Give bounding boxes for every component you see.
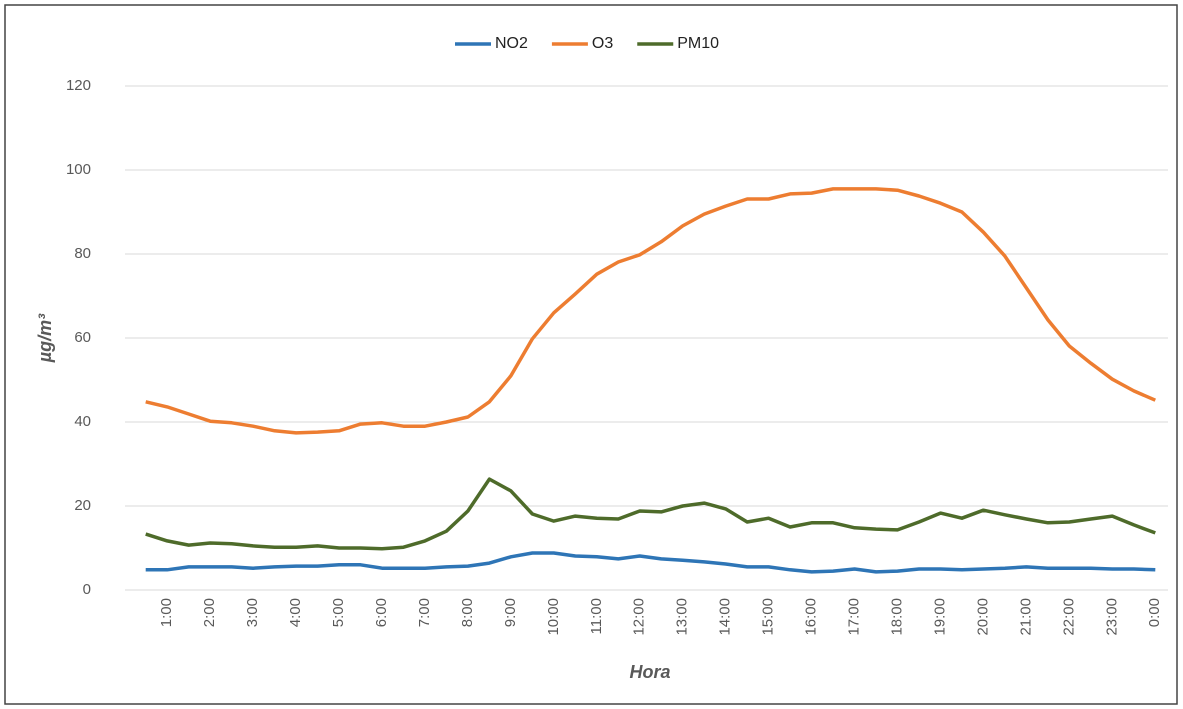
x-tick-label: 17:00 — [846, 598, 863, 636]
x-tick-label: 7:00 — [416, 598, 433, 627]
x-tick-label: 12:00 — [631, 598, 648, 636]
x-tick-label: 13:00 — [674, 598, 691, 636]
x-tick-label: 1:00 — [158, 598, 175, 627]
y-tick-label: 100 — [66, 161, 91, 178]
x-tick-label: 11:00 — [588, 598, 605, 634]
x-tick-label: 21:00 — [1017, 598, 1034, 636]
x-tick-label: 18:00 — [888, 598, 905, 636]
x-tick-label: 3:00 — [244, 598, 261, 627]
x-tick-label: 0:00 — [1146, 598, 1163, 627]
x-axis-label: Hora — [629, 662, 670, 682]
x-tick-label: 22:00 — [1060, 598, 1077, 636]
x-tick-label: 2:00 — [201, 598, 218, 627]
x-tick-label: 19:00 — [931, 598, 948, 636]
legend-label: PM10 — [677, 35, 719, 52]
x-tick-label: 4:00 — [287, 598, 304, 627]
y-tick-label: 0 — [83, 581, 91, 598]
series-line — [145, 551, 1156, 574]
x-tick-label: 5:00 — [330, 598, 347, 627]
x-tick-label: 14:00 — [717, 598, 734, 636]
x-tick-label: 10:00 — [545, 598, 562, 636]
y-tick-label: 80 — [74, 245, 91, 262]
x-tick-label: 6:00 — [373, 598, 390, 627]
y-tick-label: 120 — [66, 77, 91, 94]
x-tick-label: 23:00 — [1103, 598, 1120, 636]
x-tick-label: 20:00 — [974, 598, 991, 636]
y-tick-label: 60 — [74, 329, 91, 346]
y-tick-label: 40 — [74, 413, 91, 430]
legend-label: NO2 — [495, 35, 528, 52]
series-line — [145, 477, 1156, 551]
x-tick-label: 9:00 — [502, 598, 519, 627]
x-tick-label: 16:00 — [803, 598, 820, 636]
y-axis-label: µg/m³ — [35, 313, 55, 363]
legend-label: O3 — [592, 35, 613, 52]
x-tick-label: 15:00 — [760, 598, 777, 636]
y-tick-label: 20 — [74, 497, 91, 514]
chart-frame — [4, 4, 1178, 705]
x-tick-label: 8:00 — [459, 598, 476, 627]
series-line — [145, 187, 1156, 435]
